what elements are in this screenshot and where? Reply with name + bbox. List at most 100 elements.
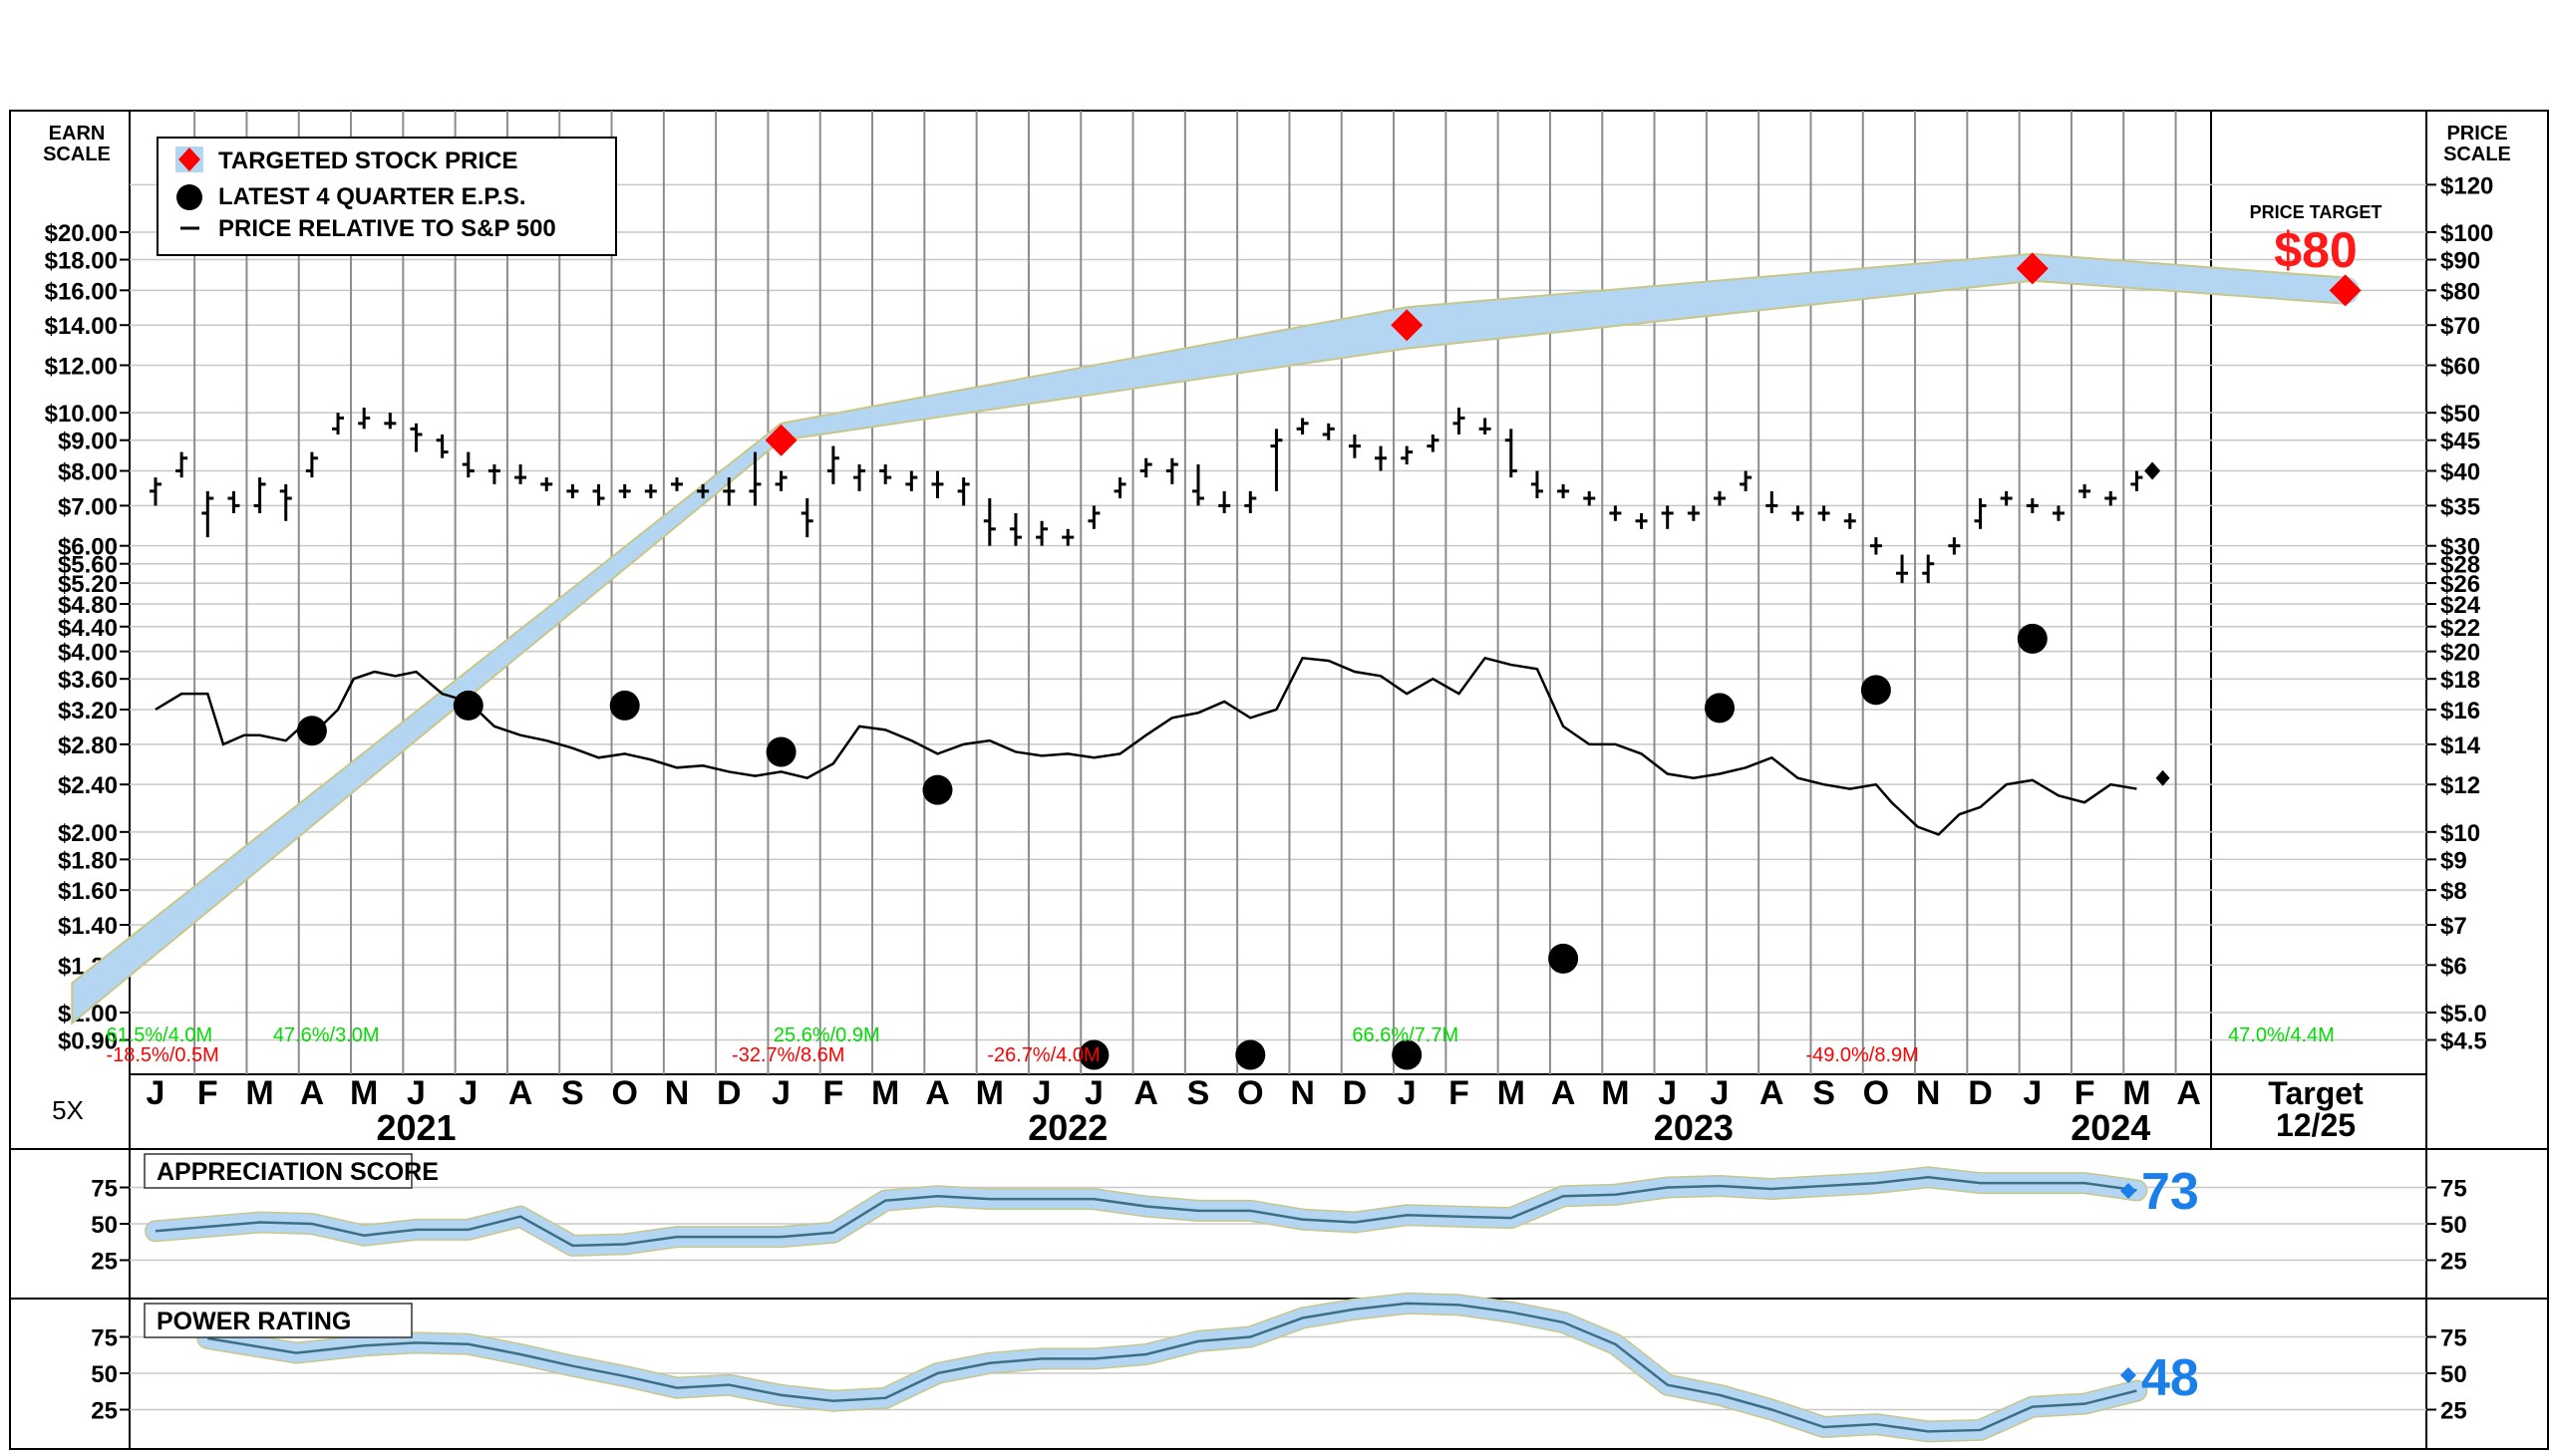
price-bar bbox=[1427, 434, 1439, 452]
price-tick-label: $26 bbox=[2440, 571, 2480, 598]
price-bar bbox=[2026, 498, 2039, 513]
price-tick-label: $10 bbox=[2440, 820, 2480, 847]
price-bar bbox=[1036, 520, 1049, 546]
price-tick-label: $14 bbox=[2440, 732, 2481, 759]
eps-point bbox=[1079, 1039, 1110, 1070]
price-bar bbox=[1661, 505, 1674, 529]
eps-point bbox=[453, 690, 483, 721]
eps-point bbox=[1392, 1039, 1423, 1070]
month-tick-label: A bbox=[2176, 1074, 2201, 1112]
price-bar bbox=[697, 483, 710, 499]
appreciation-tick-label-left: 25 bbox=[91, 1249, 118, 1276]
price-tick-label: $30 bbox=[2440, 534, 2480, 561]
month-tick-label: J bbox=[1711, 1074, 1730, 1112]
power-band bbox=[197, 1294, 2146, 1441]
price-tick-label: $50 bbox=[2440, 401, 2480, 428]
appreciation-title-box bbox=[144, 1153, 413, 1189]
price-scale-label-1: PRICE bbox=[2446, 123, 2507, 145]
earn-tick-label: $1.80 bbox=[58, 847, 118, 874]
eps-point bbox=[2017, 623, 2048, 654]
earn-tick-label: $1.40 bbox=[58, 913, 118, 940]
price-bar bbox=[2052, 505, 2065, 521]
earn-tick-label: $5.60 bbox=[58, 552, 118, 579]
eps-point bbox=[296, 716, 327, 746]
earn-tick-label: $4.00 bbox=[58, 640, 118, 667]
price-bar bbox=[1478, 418, 1491, 435]
volume-annotation: 47.6%/3.0M bbox=[273, 1024, 380, 1046]
price-bar bbox=[332, 413, 345, 435]
price-bar bbox=[487, 464, 500, 484]
price-tick-label: $20 bbox=[2440, 640, 2480, 667]
price-scale-label-2: SCALE bbox=[2443, 144, 2511, 165]
price-bar bbox=[1192, 464, 1204, 506]
volume-annotation: 61.5%/4.0M bbox=[106, 1024, 212, 1046]
price-bar bbox=[384, 413, 397, 430]
volume-annotation: -32.7%/8.6M bbox=[732, 1044, 844, 1066]
price-tick-label: $120 bbox=[2440, 172, 2493, 199]
power-current-marker bbox=[2120, 1367, 2136, 1383]
earn-scale-label-1: EARN bbox=[49, 123, 106, 145]
earn-tick-label: $1.60 bbox=[58, 878, 118, 905]
month-tick-label: J bbox=[1085, 1074, 1104, 1112]
earn-tick-label: $5.20 bbox=[58, 571, 118, 598]
power-tick-label-left: 50 bbox=[91, 1361, 118, 1388]
price-bar bbox=[410, 423, 423, 452]
price-bar bbox=[305, 451, 318, 478]
price-bar bbox=[2078, 483, 2091, 499]
eps-point bbox=[1235, 1039, 1266, 1070]
targeted-price-marker bbox=[1391, 309, 1424, 342]
price-tick-label: $22 bbox=[2440, 615, 2480, 642]
volume-annotation: -18.5%/0.5M bbox=[106, 1044, 218, 1066]
price-tick-label: $9 bbox=[2440, 847, 2467, 874]
price-bar bbox=[150, 477, 161, 506]
price-bar bbox=[1869, 537, 1882, 555]
price-bar bbox=[1504, 429, 1517, 478]
earn-tick-label: $14.00 bbox=[45, 313, 118, 340]
price-bar bbox=[1322, 423, 1335, 440]
month-tick-label: A bbox=[1759, 1074, 1784, 1112]
volume-annotation: -26.7%/4.0M bbox=[987, 1044, 1100, 1066]
price-bar bbox=[723, 477, 736, 506]
price-bar bbox=[1139, 457, 1152, 478]
power-tick-label-right: 50 bbox=[2440, 1361, 2467, 1388]
target-label: Target bbox=[2268, 1075, 2364, 1111]
month-tick-label: M bbox=[2122, 1074, 2150, 1112]
price-bar bbox=[1375, 445, 1388, 471]
appreciation-current-marker bbox=[2120, 1183, 2136, 1199]
price-bar bbox=[1088, 505, 1101, 529]
month-tick-label: D bbox=[1968, 1074, 1993, 1112]
appreciation-tick-label-right: 50 bbox=[2440, 1212, 2467, 1239]
price-bar bbox=[1948, 537, 1961, 555]
price-bar bbox=[1687, 505, 1700, 521]
power-tick-label-left: 25 bbox=[91, 1398, 118, 1425]
price-tick-label: $16 bbox=[2440, 698, 2480, 725]
targeted-price-marker bbox=[2016, 252, 2049, 285]
earn-tick-label: $0.90 bbox=[58, 1028, 118, 1055]
eps-point bbox=[1860, 675, 1891, 706]
eps-point bbox=[1705, 693, 1735, 724]
price-bar bbox=[1062, 528, 1075, 546]
power-tick-label-left: 75 bbox=[91, 1325, 118, 1352]
price-bar bbox=[1974, 498, 1987, 529]
price-bar bbox=[1530, 470, 1543, 499]
price-bar bbox=[1296, 418, 1309, 435]
price-bar bbox=[749, 451, 762, 506]
power-current-value: 48 bbox=[2141, 1349, 2199, 1407]
price-tick-label: $60 bbox=[2440, 354, 2480, 381]
price-target-label: PRICE TARGET bbox=[2250, 202, 2383, 222]
price-bar bbox=[1165, 457, 1178, 484]
price-tick-label: $8 bbox=[2440, 878, 2467, 905]
price-bar bbox=[1114, 477, 1126, 499]
price-bar bbox=[957, 477, 970, 506]
price-bar bbox=[227, 490, 240, 513]
price-bar bbox=[566, 483, 579, 499]
month-tick-label: A bbox=[300, 1074, 325, 1112]
eps-point bbox=[766, 736, 797, 767]
month-tick-label: O bbox=[1863, 1074, 1889, 1112]
price-tick-label: $4.5 bbox=[2440, 1028, 2487, 1055]
volume-annotation: 66.6%/7.7M bbox=[1352, 1024, 1458, 1046]
price-bar bbox=[618, 483, 631, 499]
eps-point bbox=[609, 690, 640, 721]
earn-tick-label: $2.40 bbox=[58, 772, 118, 799]
